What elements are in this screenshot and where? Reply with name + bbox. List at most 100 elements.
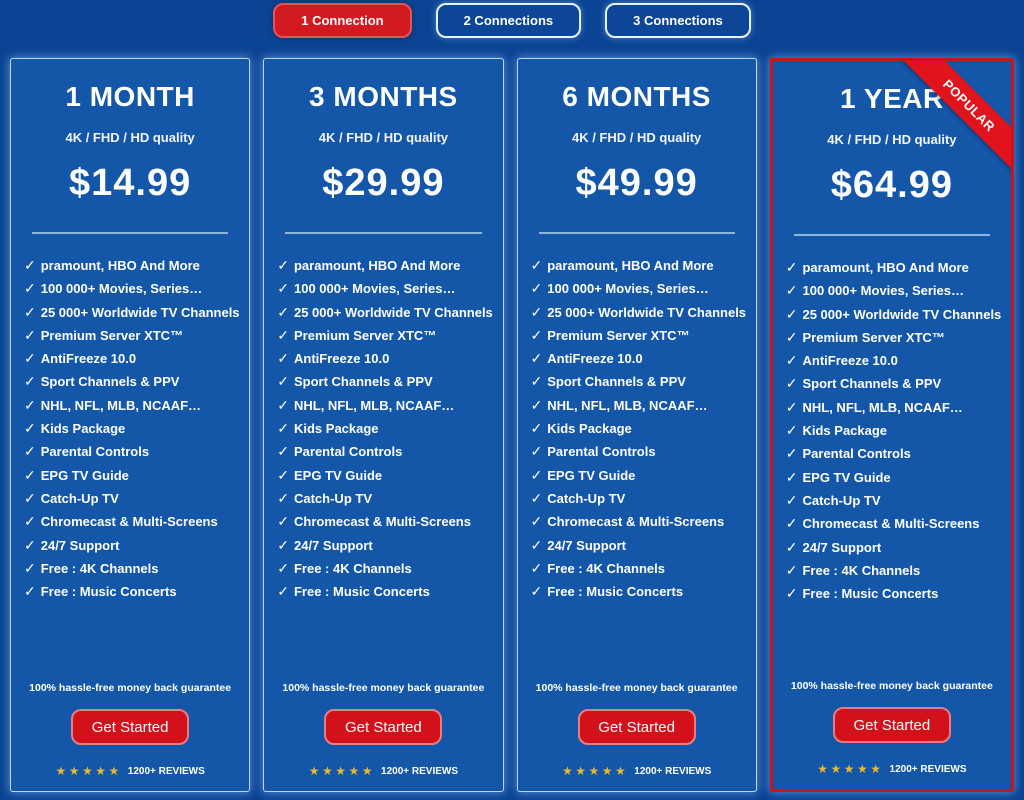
feature-item: ✓ Free : Music Concerts	[531, 580, 743, 603]
divider	[32, 232, 229, 234]
feature-item: ✓ AntiFreeze 10.0	[786, 349, 998, 372]
feature-item: ✓ AntiFreeze 10.0	[277, 347, 489, 370]
check-icon: ✓	[24, 466, 36, 483]
get-started-button[interactable]: Get Started	[71, 709, 190, 745]
star-icons: ★★★★★	[55, 764, 122, 778]
feature-label: Parental Controls	[293, 444, 403, 460]
feature-label: Free : 4K Channels	[293, 560, 412, 576]
rating-row: ★★★★★ 1200+ REVIEWS	[55, 764, 204, 778]
feature-label: paramount, HBO And More	[293, 258, 461, 273]
feature-item: ✓ Catch-Up TV	[531, 487, 743, 510]
connection-tabs: 1 Connection 2 Connections 3 Connections	[0, 0, 1024, 42]
check-icon: ✓	[785, 352, 798, 369]
feature-item: ✓ paramount, HBO And More	[786, 256, 998, 279]
star-icons: ★★★★★	[308, 764, 376, 778]
check-icon: ✓	[530, 373, 543, 390]
check-icon: ✓	[24, 420, 36, 437]
check-icon: ✓	[24, 396, 36, 413]
feature-label: NHL, NFL, MLB, NCAAF…	[802, 399, 963, 415]
feature-label: Free : Music Concerts	[293, 584, 430, 600]
feature-item: ✓ Chromecast & Multi-Screens	[786, 512, 998, 535]
pricing-cards-row: 1 MONTH 4K / FHD / HD quality $14.99 ✓ p…	[0, 58, 1024, 792]
card-bottom: 100% hassle-free money back guarantee Ge…	[773, 680, 1011, 789]
check-icon: ✓	[530, 280, 543, 297]
feature-label: AntiFreeze 10.0	[293, 351, 390, 367]
guarantee-text: 100% hassle-free money back guarantee	[790, 680, 993, 692]
feature-item: ✓ 100 000+ Movies, Series…	[531, 277, 743, 300]
rating-row: ★★★★★ 1200+ REVIEWS	[817, 762, 966, 776]
plan-price: $49.99	[575, 162, 698, 204]
tab-3-connections[interactable]: 3 Connections	[605, 3, 751, 38]
feature-item: ✓ NHL, NFL, MLB, NCAAF…	[277, 394, 489, 417]
feature-item: ✓ AntiFreeze 10.0	[24, 347, 236, 370]
feature-item: ✓ Kids Package	[24, 417, 236, 440]
check-icon: ✓	[530, 559, 543, 576]
get-started-button[interactable]: Get Started	[577, 709, 696, 745]
check-icon: ✓	[277, 536, 289, 553]
check-icon: ✓	[277, 489, 289, 506]
check-icon: ✓	[785, 305, 798, 322]
check-icon: ✓	[530, 326, 543, 343]
guarantee-text: 100% hassle-free money back guarantee	[29, 682, 232, 694]
feature-item: ✓ Sport Channels & PPV	[277, 370, 489, 393]
feature-item: ✓ Premium Server XTC™	[277, 324, 489, 347]
feature-item: ✓ paramount, HBO And More	[277, 254, 489, 277]
check-icon: ✓	[277, 559, 289, 576]
card-bottom: 100% hassle-free money back guarantee Ge…	[264, 682, 502, 791]
divider	[538, 232, 735, 234]
check-icon: ✓	[277, 303, 289, 320]
check-icon: ✓	[277, 466, 289, 483]
feature-label: 100 000+ Movies, Series…	[802, 283, 965, 299]
check-icon: ✓	[277, 326, 289, 343]
feature-label: 25 000+ Worldwide TV Channels	[547, 304, 747, 320]
feature-label: AntiFreeze 10.0	[547, 351, 643, 367]
check-icon: ✓	[24, 559, 36, 576]
feature-item: ✓ 24/7 Support	[531, 534, 743, 557]
tab-2-connections[interactable]: 2 Connections	[435, 3, 582, 38]
feature-item: ✓ NHL, NFL, MLB, NCAAF…	[531, 394, 743, 417]
check-icon: ✓	[785, 282, 798, 299]
check-icon: ✓	[785, 585, 798, 602]
feature-label: AntiFreeze 10.0	[40, 351, 137, 367]
plan-price: $64.99	[830, 164, 953, 206]
check-icon: ✓	[530, 350, 543, 367]
check-icon: ✓	[24, 257, 36, 273]
feature-label: paramount, HBO And More	[802, 260, 969, 275]
get-started-button[interactable]: Get Started	[832, 707, 951, 743]
check-icon: ✓	[24, 350, 36, 367]
divider	[285, 232, 482, 234]
feature-label: Free : Music Concerts	[547, 584, 684, 600]
feature-item: ✓ Premium Server XTC™	[786, 326, 998, 349]
feature-label: AntiFreeze 10.0	[802, 353, 898, 369]
tab-1-connection[interactable]: 1 Connection	[273, 3, 412, 38]
feature-item: ✓ Premium Server XTC™	[24, 324, 236, 347]
card-bottom: 100% hassle-free money back guarantee Ge…	[11, 682, 249, 791]
feature-item: ✓ Parental Controls	[24, 440, 236, 463]
feature-label: 25 000+ Worldwide TV Channels	[40, 304, 240, 320]
plan-quality: 4K / FHD / HD quality	[318, 130, 449, 145]
feature-label: Free : 4K Channels	[802, 562, 921, 578]
check-icon: ✓	[530, 466, 543, 483]
get-started-button[interactable]: Get Started	[324, 709, 443, 745]
feature-item: ✓ 24/7 Support	[277, 534, 489, 557]
feature-item: ✓ 24/7 Support	[24, 534, 236, 557]
check-icon: ✓	[530, 583, 543, 600]
check-icon: ✓	[785, 538, 798, 555]
feature-label: 100 000+ Movies, Series…	[547, 281, 709, 297]
feature-item: ✓ 100 000+ Movies, Series…	[786, 279, 998, 302]
feature-item: ✓ AntiFreeze 10.0	[531, 347, 743, 370]
check-icon: ✓	[785, 515, 798, 532]
feature-list: ✓ paramount, HBO And More ✓ 100 000+ Mov…	[773, 256, 1011, 605]
rating-row: ★★★★★ 1200+ REVIEWS	[562, 764, 711, 778]
feature-item: ✓ 25 000+ Worldwide TV Channels	[277, 301, 493, 324]
feature-item: ✓ Parental Controls	[531, 440, 743, 463]
plan-title: 6 MONTHS	[562, 81, 711, 112]
check-icon: ✓	[277, 513, 289, 530]
feature-label: NHL, NFL, MLB, NCAAF…	[547, 397, 708, 413]
feature-label: Parental Controls	[40, 444, 150, 460]
feature-list: ✓ pramount, HBO And More ✓ 100 000+ Movi…	[11, 254, 249, 603]
feature-label: EPG TV Guide	[40, 467, 129, 483]
check-icon: ✓	[530, 257, 543, 273]
feature-item: ✓ EPG TV Guide	[531, 464, 743, 487]
check-icon: ✓	[785, 445, 798, 462]
